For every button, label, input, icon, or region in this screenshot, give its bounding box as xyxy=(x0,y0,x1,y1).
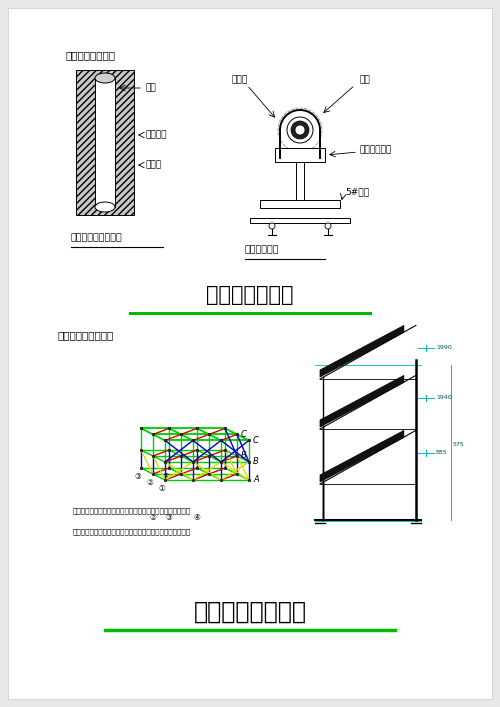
Text: 铝皮保护: 铝皮保护 xyxy=(145,131,167,139)
Text: 水管: 水管 xyxy=(145,83,156,93)
Ellipse shape xyxy=(95,73,115,83)
Text: 保温层: 保温层 xyxy=(232,75,248,84)
Text: ③: ③ xyxy=(166,513,172,522)
Text: C: C xyxy=(253,436,259,445)
Bar xyxy=(275,148,325,162)
Text: 集热器支架大样图: 集热器支架大样图 xyxy=(194,600,306,624)
Text: ④: ④ xyxy=(194,513,200,522)
Ellipse shape xyxy=(95,202,115,212)
Polygon shape xyxy=(320,375,404,427)
Text: 太阳能支管管示意图: 太阳能支管管示意图 xyxy=(58,330,114,340)
Text: 管道保温做法详图: 管道保温做法详图 xyxy=(65,50,115,60)
Text: 木托（木垫）: 木托（木垫） xyxy=(360,146,392,155)
Text: ②: ② xyxy=(146,478,154,487)
Text: 575: 575 xyxy=(453,443,464,448)
Circle shape xyxy=(287,117,313,143)
Text: 保温管: 保温管 xyxy=(145,160,161,170)
Text: C: C xyxy=(241,430,247,439)
Bar xyxy=(250,218,350,223)
Polygon shape xyxy=(320,431,404,482)
Text: A: A xyxy=(253,476,259,484)
Bar xyxy=(76,70,134,215)
Text: ③: ③ xyxy=(134,472,141,481)
Polygon shape xyxy=(320,325,404,377)
Text: 钢结构立面图，统一系用角钢，型号根据风雪荷载荷计算得出: 钢结构立面图，统一系用角钢，型号根据风雪荷载荷计算得出 xyxy=(73,528,191,534)
Bar xyxy=(296,162,304,200)
Text: 1990: 1990 xyxy=(436,345,452,350)
Circle shape xyxy=(295,125,305,135)
Text: B: B xyxy=(253,457,259,467)
Bar xyxy=(260,200,340,208)
Text: 5#角铁: 5#角铁 xyxy=(345,187,369,197)
Text: 钢结构立面图，上一系用角钢，型号根据风雪荷载荷计算得出: 钢结构立面图，上一系用角钢，型号根据风雪荷载荷计算得出 xyxy=(73,507,191,513)
Text: 管箍: 管箍 xyxy=(360,75,371,84)
Circle shape xyxy=(291,121,309,139)
Text: 1940: 1940 xyxy=(436,395,452,400)
Text: B: B xyxy=(241,452,247,460)
Circle shape xyxy=(325,223,331,229)
Text: 水平管路支架: 水平管路支架 xyxy=(245,245,280,254)
Text: 885: 885 xyxy=(436,450,448,455)
Text: ①: ① xyxy=(158,484,166,493)
Bar xyxy=(95,78,115,207)
Circle shape xyxy=(269,223,275,229)
Text: ②: ② xyxy=(150,513,156,522)
Text: 管道保温结构示意图: 管道保温结构示意图 xyxy=(71,233,123,242)
Text: ④: ④ xyxy=(162,472,170,481)
Text: 管道安装大样图: 管道安装大样图 xyxy=(206,285,294,305)
